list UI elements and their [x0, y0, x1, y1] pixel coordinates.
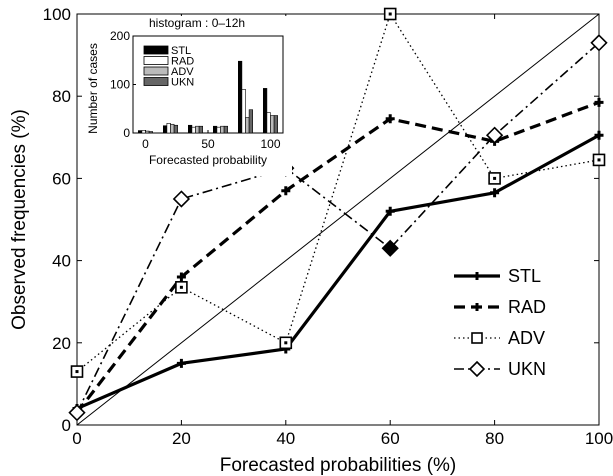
inset-bar-ukn — [173, 124, 179, 134]
y-tick-label: 20 — [52, 334, 71, 353]
series-line-rad — [75, 100, 600, 414]
x-tick-label: 60 — [381, 429, 400, 448]
y-tick-label: 80 — [52, 87, 71, 106]
data-point — [176, 272, 186, 282]
inset-x-tick-label: 100 — [260, 137, 280, 151]
inset-bar-adv — [145, 130, 150, 134]
y-tick-label: 0 — [62, 416, 71, 435]
data-point — [172, 190, 191, 208]
inset-y-tick-label: 200 — [110, 29, 130, 43]
legend-label: RAD — [508, 297, 546, 317]
inset-bar-ukn — [248, 109, 254, 134]
inset-bar-adv — [220, 125, 225, 134]
legend-label: UKN — [508, 359, 546, 379]
inset-histogram: histogram : 0–12h 0 50 100 0 100 200 Forecasted… — [84, 16, 292, 176]
plot-frame — [76, 13, 600, 426]
inset-bar-stl — [138, 130, 143, 134]
data-point — [176, 358, 186, 368]
inset-bar-ukn — [198, 125, 204, 134]
series-markers-adv — [70, 7, 606, 378]
data-point — [594, 97, 604, 107]
inset-bar-ukn — [273, 115, 279, 134]
y-tick-label: 100 — [43, 5, 71, 24]
inset-bar-adv — [195, 125, 200, 134]
series-line-ukn — [76, 42, 600, 414]
inset-legend-label: UKN — [171, 77, 194, 89]
main-legend: STL RAD ADV UKN — [454, 266, 546, 379]
legend-marker — [473, 303, 481, 311]
inset-y-tick-label: 0 — [123, 126, 130, 140]
inset-legend-swatch — [143, 66, 169, 76]
x-tick-label: 0 — [72, 429, 81, 448]
data-point-center — [388, 12, 392, 16]
inset-bar-rad — [141, 130, 146, 134]
data-point — [490, 188, 500, 198]
inset-bar-rad — [241, 89, 246, 134]
data-point — [590, 34, 608, 52]
inset-bar-stl — [188, 124, 193, 134]
inset-bar-adv — [270, 115, 275, 134]
inset-legend-label: ADV — [171, 66, 194, 78]
data-point-center — [493, 176, 497, 180]
inset-bar-stl — [213, 125, 218, 134]
inset-x-tick-label: 0 — [142, 137, 149, 151]
data-point — [68, 404, 86, 422]
data-point — [485, 126, 504, 144]
legend-label: ADV — [508, 328, 545, 348]
y-tick-label: 40 — [52, 252, 71, 271]
data-point — [381, 239, 399, 257]
inset-y-axis-label: Number of cases — [86, 43, 100, 134]
data-point — [385, 206, 395, 216]
data-point-center — [75, 370, 79, 374]
x-axis-label: Forecasted probabilities (%) — [220, 455, 457, 476]
x-tick-label: 80 — [485, 429, 504, 448]
data-point — [281, 186, 291, 196]
inset-bar-rad — [266, 112, 271, 134]
data-point-center — [179, 285, 183, 289]
inset-title: histogram : 0–12h — [149, 16, 245, 30]
legend-marker — [471, 332, 483, 344]
inset-bar-rad — [191, 126, 196, 134]
legend-label: STL — [508, 266, 541, 286]
x-tick-label: 100 — [585, 429, 613, 448]
inset-legend-label: STL — [171, 45, 191, 57]
legend-marker — [473, 272, 481, 280]
x-tick-label: 20 — [172, 429, 191, 448]
series-line-stl — [76, 133, 600, 411]
data-point — [594, 130, 604, 140]
inset-x-tick-label: 50 — [201, 137, 215, 151]
inset-bar-adv — [245, 117, 250, 134]
inset-bar-rad — [216, 126, 221, 134]
inset-bar-rad — [166, 123, 171, 134]
inset-y-tick-label: 100 — [110, 78, 130, 92]
y-axis-label: Observed frequencies (%) — [9, 109, 30, 330]
data-point-center — [284, 341, 288, 345]
data-point — [385, 114, 395, 124]
inset-legend-swatch — [143, 77, 169, 86]
inset-bar-ukn — [223, 125, 229, 134]
data-point-center — [597, 158, 601, 162]
inset-legend-swatch — [143, 56, 169, 65]
inset-x-axis-label: Forecasted probability — [149, 153, 267, 167]
inset-bar-adv — [170, 123, 175, 134]
diagonal-reference-line — [76, 13, 600, 426]
x-tick-label: 40 — [276, 429, 295, 448]
legend-marker — [468, 360, 486, 378]
inset-bar-stl — [238, 60, 243, 134]
inset-bar-stl — [163, 125, 168, 134]
inset-background — [84, 16, 292, 176]
main-plot: 0 20 40 60 80 100 0 20 40 60 80 100 Forecasted proba… — [9, 5, 613, 476]
inset-legend-label: RAD — [171, 56, 194, 68]
inset-bar-stl — [262, 88, 268, 134]
y-tick-label: 60 — [52, 169, 71, 188]
inset-legend-swatch — [143, 45, 169, 55]
inset-bar-ukn — [148, 131, 154, 134]
